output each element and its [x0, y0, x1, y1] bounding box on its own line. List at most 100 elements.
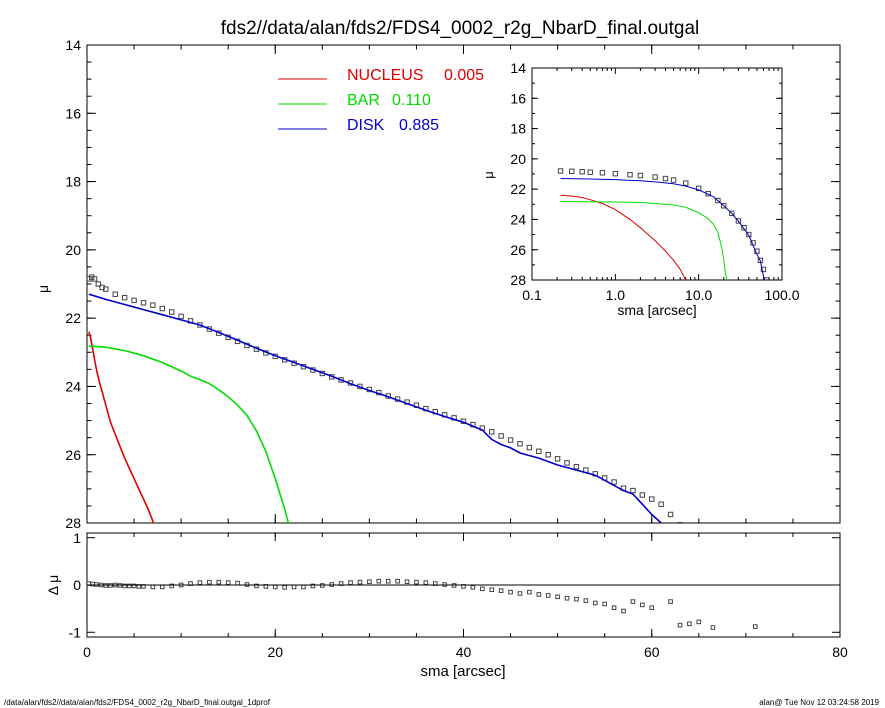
residual-point: [235, 580, 240, 586]
residual-point: [564, 595, 570, 601]
legend: NUCLEUS 0.005 BAR 0.110 DISK 0.885: [278, 67, 484, 134]
data-point: [670, 177, 677, 183]
data-point: [545, 452, 551, 458]
x-tick-label: 10.0: [685, 287, 712, 303]
residual-point: [592, 600, 598, 606]
residual-point: [621, 608, 626, 614]
data-point: [112, 291, 118, 297]
data-point: [695, 185, 702, 192]
residual-point: [310, 583, 316, 589]
residual-point: [385, 578, 391, 584]
residual-point: [291, 584, 297, 590]
data-point: [627, 172, 633, 178]
residual-point: [583, 598, 589, 603]
y-tick-label: 26: [65, 447, 81, 463]
series-line-nucleus: [88, 331, 155, 523]
x-tick-label: 100.0: [764, 287, 799, 303]
series-line-bar: [88, 345, 290, 523]
residual-point: [376, 578, 382, 584]
residual-point: [127, 583, 132, 589]
residual-point: [282, 585, 287, 590]
y-tick-label: -1: [69, 624, 82, 640]
data-point: [526, 444, 533, 451]
data-point: [760, 266, 767, 273]
data-point: [587, 169, 593, 175]
data-point: [677, 522, 683, 523]
residual-plot-area: 10-10 20 40 60 80: [69, 530, 848, 660]
data-point: [573, 463, 580, 470]
y-tick-label: 18: [65, 174, 81, 190]
y-tick-label: 20: [510, 151, 526, 167]
residual-point: [414, 579, 419, 585]
data-point: [599, 170, 606, 176]
series-line-nucleus: [560, 194, 687, 280]
x-tick-label: 80: [832, 644, 848, 660]
residual-point: [367, 579, 372, 584]
legend-value-bar: 0.110: [392, 92, 431, 109]
data-point: [637, 172, 644, 179]
data-point: [338, 377, 344, 383]
data-point: [564, 460, 570, 466]
residual-point: [160, 584, 165, 590]
residual-point: [470, 585, 476, 590]
footer-user-timestamp: alan@ Tue Nov 12 03:24:58 2019: [759, 698, 879, 707]
data-point: [507, 437, 514, 443]
data-point: [554, 456, 561, 462]
chart-title: fds2//data/alan/fds2/FDS4_0002_r2g_NbarD…: [221, 18, 700, 39]
main-plot-area: 14 16 18 20 22 24 26 28: [65, 37, 841, 531]
legend-value-nucleus: 0.005: [444, 67, 484, 84]
residual-point: [395, 578, 400, 584]
residual-point: [536, 592, 542, 597]
legend-value-disk: 0.885: [399, 117, 439, 134]
inset-y-axis-label: μ: [481, 171, 496, 179]
data-point: [121, 294, 128, 301]
data-point: [150, 302, 156, 308]
data-point: [103, 286, 109, 292]
plot-marks: [557, 168, 770, 280]
residual-point: [423, 580, 429, 585]
data-point: [729, 210, 735, 217]
y-tick-label: 20: [65, 242, 81, 258]
data-point: [557, 168, 564, 174]
legend-label-disk: DISK: [347, 117, 385, 134]
residual-point: [611, 605, 617, 610]
main-y-axis-label: μ: [35, 285, 51, 293]
data-point: [735, 218, 742, 224]
y-tick-label: 0: [73, 577, 81, 593]
residual-point: [527, 589, 532, 595]
data-point: [658, 501, 664, 507]
residual-point: [752, 624, 758, 629]
data-point: [667, 511, 674, 518]
x-tick-label: 60: [644, 644, 660, 660]
plot-marks: [87, 274, 683, 523]
y-tick-label: 18: [510, 121, 526, 137]
y-tick-label: 16: [65, 105, 81, 121]
data-point: [639, 492, 646, 498]
data-point: [579, 169, 585, 175]
data-point: [517, 441, 523, 447]
residual-y-axis-label: Δ μ: [45, 575, 61, 596]
residual-point: [574, 596, 579, 602]
data-point: [612, 170, 619, 177]
residual-point: [687, 621, 692, 627]
residual-point: [710, 625, 716, 630]
residual-point: [602, 601, 607, 607]
data-point: [649, 496, 655, 502]
residual-point: [301, 584, 306, 590]
data-point: [498, 433, 504, 439]
residual-point: [489, 587, 495, 593]
y-tick-label: 24: [510, 211, 526, 227]
residual-point: [254, 583, 259, 589]
data-point: [721, 203, 727, 209]
data-point: [652, 174, 658, 180]
data-point: [169, 309, 175, 315]
residual-point: [348, 580, 353, 585]
residual-point: [122, 583, 127, 589]
y-tick-label: 14: [65, 37, 81, 53]
residual-point: [668, 599, 673, 604]
data-point: [140, 300, 147, 306]
residual-point: [640, 602, 645, 608]
data-point: [489, 429, 495, 435]
residual-point: [272, 584, 278, 590]
legend-label-nucleus: NUCLEUS: [347, 67, 423, 84]
